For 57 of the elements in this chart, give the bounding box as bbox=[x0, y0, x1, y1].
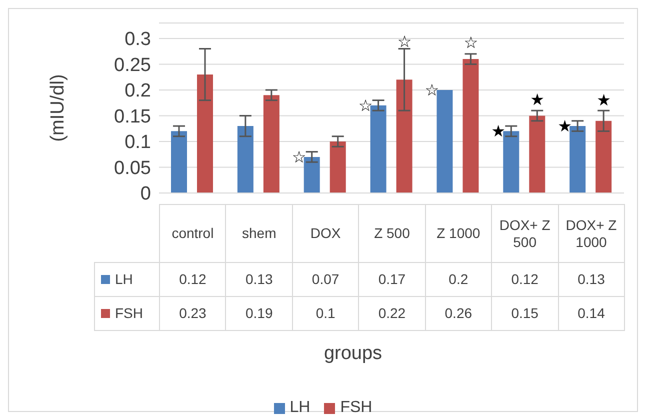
bar bbox=[436, 90, 453, 193]
text: FSH bbox=[340, 399, 372, 416]
y-tick-label: 0.2 bbox=[124, 80, 151, 102]
x-tick-label: Z 1000 bbox=[425, 204, 492, 262]
x-tick-label: shem bbox=[226, 204, 292, 262]
bar bbox=[396, 80, 412, 193]
annotation: ★ bbox=[596, 90, 611, 110]
data-label: 0.07 bbox=[292, 262, 359, 296]
y-tick-label: 0.3 bbox=[124, 29, 151, 50]
bar bbox=[503, 131, 520, 193]
bar bbox=[304, 156, 320, 193]
annotation: ☆ bbox=[358, 96, 373, 115]
data-label: 0.14 bbox=[558, 296, 624, 330]
text: LH bbox=[290, 399, 310, 416]
annotation: ☆ bbox=[424, 80, 440, 100]
x-axis-title: groups bbox=[322, 343, 384, 365]
annotation: ★ bbox=[530, 90, 545, 109]
bar bbox=[263, 95, 280, 193]
annotation: ☆ bbox=[464, 33, 478, 52]
x-tick-label: DOX bbox=[292, 204, 359, 262]
x-tick-label: DOX+ Z 500 bbox=[492, 204, 558, 262]
bar bbox=[462, 59, 479, 193]
data-label: 0.2 bbox=[425, 262, 492, 296]
bar bbox=[370, 105, 386, 193]
data-label: 0.17 bbox=[358, 262, 426, 296]
data-label: 0.12 bbox=[492, 262, 558, 296]
bar bbox=[529, 116, 546, 193]
x-tick-label: Z 500 bbox=[358, 204, 426, 262]
data-label: 0.1 bbox=[292, 296, 359, 330]
annotation: ☆ bbox=[397, 32, 412, 51]
x-tick-label: control bbox=[160, 204, 226, 262]
data-label: 0.13 bbox=[226, 262, 292, 296]
data-label: 0.26 bbox=[425, 296, 492, 330]
bar bbox=[330, 141, 346, 193]
bar bbox=[197, 74, 213, 193]
y-tick-label: 0.05 bbox=[114, 158, 151, 179]
bar bbox=[171, 131, 187, 193]
y-tick-label: 0.25 bbox=[114, 54, 151, 76]
annotation: ★ bbox=[491, 122, 506, 141]
y-tick-label: 0 bbox=[140, 184, 151, 205]
data-label: 0.15 bbox=[492, 296, 558, 330]
data-label: 0.23 bbox=[160, 296, 226, 330]
data-label: 0.12 bbox=[160, 262, 226, 296]
y-tick-label: 0.15 bbox=[114, 106, 151, 128]
bar bbox=[570, 126, 586, 193]
x-tick-label: DOX+ Z 1000 bbox=[558, 204, 624, 262]
annotation: ★ bbox=[558, 116, 572, 136]
legend-label: FSH bbox=[94, 296, 160, 330]
legend-label: LH bbox=[94, 262, 160, 296]
y-axis-title: (mIU/dl) bbox=[48, 74, 69, 142]
data-label: 0.19 bbox=[226, 296, 292, 330]
bar bbox=[596, 120, 612, 193]
data-label: 0.13 bbox=[558, 262, 624, 296]
data-label: 0.22 bbox=[358, 296, 426, 330]
annotation: ☆ bbox=[292, 147, 306, 166]
y-tick-label: 0.1 bbox=[124, 132, 151, 154]
bar bbox=[237, 126, 254, 193]
